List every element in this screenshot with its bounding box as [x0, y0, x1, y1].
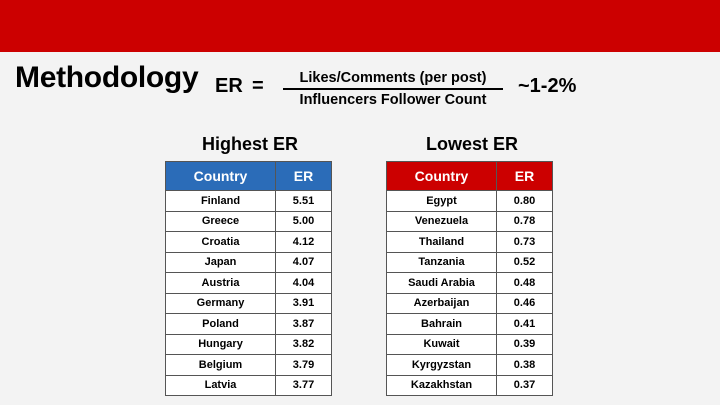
formula-numerator: Likes/Comments (per post)	[299, 70, 487, 86]
country-cell: Kuwait	[386, 333, 497, 355]
country-cell: Egypt	[386, 190, 497, 212]
er-cell: 5.51	[275, 190, 332, 212]
country-cell: Saudi Arabia	[386, 272, 497, 294]
er-cell: 5.00	[275, 210, 332, 232]
table-row: Japan 4.07	[165, 251, 332, 273]
country-cell: Germany	[165, 292, 276, 314]
country-cell: Greece	[165, 210, 276, 232]
er-cell: 0.41	[496, 313, 553, 335]
country-cell: Belgium	[165, 354, 276, 376]
fraction-bar	[283, 88, 503, 90]
formula-denominator: Influencers Follower Count	[299, 92, 487, 108]
er-cell: 0.73	[496, 231, 553, 253]
country-cell: Austria	[165, 272, 276, 294]
country-cell: Kyrgyzstan	[386, 354, 497, 376]
country-cell: Kazakhstan	[386, 374, 497, 396]
er-cell: 0.78	[496, 210, 553, 232]
table-row: Azerbaijan 0.46	[386, 292, 553, 314]
table-row: Kuwait 0.39	[386, 333, 553, 355]
country-cell: Thailand	[386, 231, 497, 253]
table-row: Egypt 0.80	[386, 190, 553, 212]
table-header-row: Country ER	[165, 161, 332, 191]
er-cell: 0.37	[496, 374, 553, 396]
country-cell: Finland	[165, 190, 276, 212]
highest-er-title: Highest ER	[202, 134, 299, 154]
table-row: Latvia 3.77	[165, 374, 332, 396]
formula-approx: ~1-2%	[518, 75, 577, 97]
country-cell: Tanzania	[386, 251, 497, 273]
er-cell: 3.77	[275, 374, 332, 396]
er-cell: 3.79	[275, 354, 332, 376]
table-row: Hungary 3.82	[165, 333, 332, 355]
table-row: Belgium 3.79	[165, 354, 332, 376]
column-header-er: ER	[275, 161, 332, 191]
country-cell: Venezuela	[386, 210, 497, 232]
country-cell: Croatia	[165, 231, 276, 253]
column-header-country: Country	[386, 161, 497, 191]
table-row: Greece 5.00	[165, 210, 332, 232]
slide-title: Methodology	[15, 61, 199, 94]
table-row: Saudi Arabia 0.48	[386, 272, 553, 294]
table-header-row: Country ER	[386, 161, 553, 191]
er-cell: 4.12	[275, 231, 332, 253]
lowest-er-title: Lowest ER	[426, 134, 519, 154]
table-row: Venezuela 0.78	[386, 210, 553, 232]
top-banner	[0, 0, 720, 52]
formula-equals: =	[252, 75, 264, 97]
formula-fraction: Likes/Comments (per post) Influencers Fo…	[283, 70, 503, 108]
column-header-country: Country	[165, 161, 276, 191]
country-cell: Poland	[165, 313, 276, 335]
table-row: Bahrain 0.41	[386, 313, 553, 335]
er-cell: 0.39	[496, 333, 553, 355]
er-cell: 0.80	[496, 190, 553, 212]
country-cell: Hungary	[165, 333, 276, 355]
er-cell: 3.91	[275, 292, 332, 314]
table-row: Thailand 0.73	[386, 231, 553, 253]
er-cell: 0.46	[496, 292, 553, 314]
er-cell: 0.52	[496, 251, 553, 273]
table-row: Austria 4.04	[165, 272, 332, 294]
column-header-er: ER	[496, 161, 553, 191]
table-row: Kazakhstan 0.37	[386, 374, 553, 396]
lowest-er-table: Country ER Egypt 0.80 Venezuela 0.78 Thail…	[386, 161, 553, 396]
highest-er-table: Country ER Finland 5.51 Greece 5.00 Croati…	[165, 161, 332, 396]
table-row: Kyrgyzstan 0.38	[386, 354, 553, 376]
er-cell: 0.38	[496, 354, 553, 376]
country-cell: Bahrain	[386, 313, 497, 335]
table-row: Germany 3.91	[165, 292, 332, 314]
formula-lhs: ER	[215, 75, 243, 97]
er-cell: 3.87	[275, 313, 332, 335]
country-cell: Japan	[165, 251, 276, 273]
er-cell: 0.48	[496, 272, 553, 294]
country-cell: Azerbaijan	[386, 292, 497, 314]
er-cell: 4.07	[275, 251, 332, 273]
er-cell: 4.04	[275, 272, 332, 294]
table-row: Croatia 4.12	[165, 231, 332, 253]
table-row: Poland 3.87	[165, 313, 332, 335]
table-row: Tanzania 0.52	[386, 251, 553, 273]
er-cell: 3.82	[275, 333, 332, 355]
table-row: Finland 5.51	[165, 190, 332, 212]
country-cell: Latvia	[165, 374, 276, 396]
